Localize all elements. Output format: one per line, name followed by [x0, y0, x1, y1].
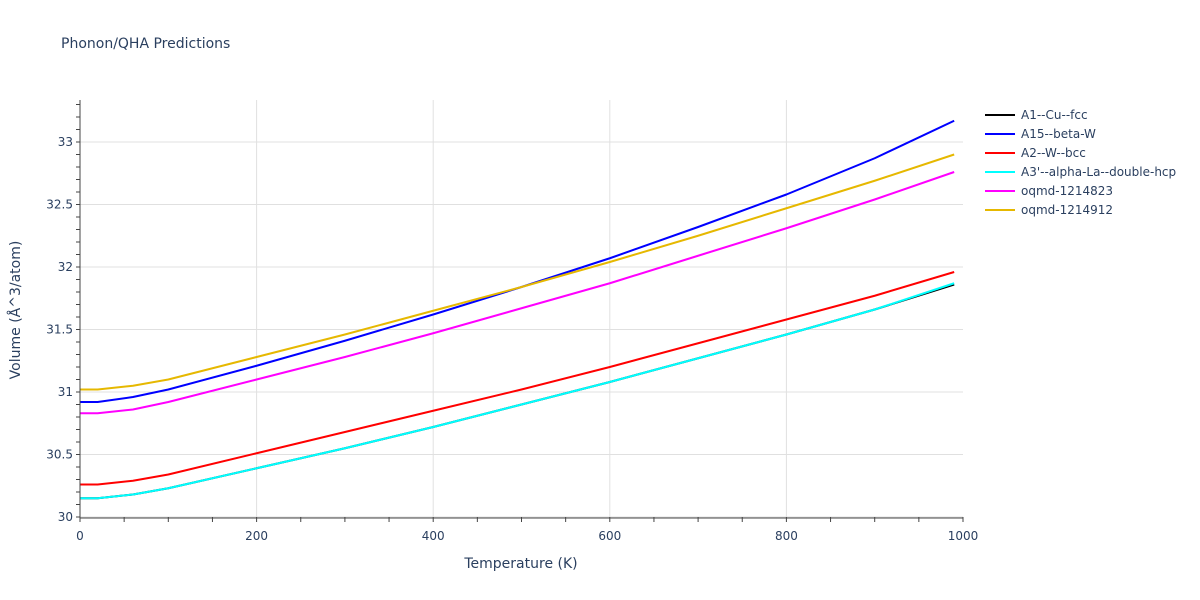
- x-tick-label: 1000: [948, 529, 979, 543]
- y-tick-label: 32: [58, 260, 73, 274]
- y-axis-title: Volume (Å^3/atom): [7, 241, 24, 380]
- y-tick-label: 31: [58, 385, 73, 399]
- legend-item[interactable]: A1--Cu--fcc: [985, 105, 1176, 124]
- y-tick-label: 33: [58, 135, 73, 149]
- legend-item[interactable]: oqmd-1214912: [985, 200, 1176, 219]
- axes: 0 200 400 600 800 1000 30 30.5 31 31.5 32 32.5 33: [46, 100, 978, 543]
- legend-label: oqmd-1214912: [1021, 202, 1114, 217]
- trace-4[interactable]: [80, 171, 955, 415]
- legend-label: A3'--alpha-La--double-hcp: [1021, 164, 1177, 179]
- legend-line-icon: [985, 189, 1015, 192]
- trace-1[interactable]: [80, 119, 955, 403]
- legend-line-icon: [985, 208, 1015, 211]
- legend-item[interactable]: A15--beta-W: [985, 124, 1176, 143]
- legend-item[interactable]: oqmd-1214823: [985, 181, 1176, 200]
- legend-label: A1--Cu--fcc: [1021, 107, 1088, 122]
- y-tick-label: 32.5: [46, 198, 73, 212]
- legend-label: A15--beta-W: [1021, 126, 1096, 141]
- trace-3[interactable]: [80, 282, 955, 500]
- legend-item[interactable]: A3'--alpha-La--double-hcp: [985, 162, 1176, 181]
- y-tick-label: 30.5: [46, 448, 73, 462]
- data-traces: [80, 119, 955, 500]
- x-axis-title: Temperature (K): [463, 556, 577, 572]
- x-tick-label: 600: [598, 529, 621, 543]
- x-tick-label: 0: [76, 529, 84, 543]
- chart-title: Phonon/QHA Predictions: [61, 36, 231, 52]
- x-tick-label: 400: [422, 529, 445, 543]
- x-tick-label: 200: [245, 529, 268, 543]
- legend-line-icon: [985, 151, 1015, 154]
- trace-2[interactable]: [80, 271, 955, 486]
- y-tick-label: 30: [58, 510, 73, 524]
- legend-line-icon: [985, 132, 1015, 135]
- legend-line-icon: [985, 170, 1015, 173]
- legend-line-icon: [985, 113, 1015, 116]
- legend-item[interactable]: A2--W--bcc: [985, 143, 1176, 162]
- legend: A1--Cu--fcc A15--beta-W A2--W--bcc A3'--alp…: [985, 105, 1176, 219]
- y-tick-label: 31.5: [46, 323, 73, 337]
- x-tick-label: 800: [775, 529, 798, 543]
- legend-label: oqmd-1214823: [1021, 183, 1114, 198]
- trace-5[interactable]: [80, 153, 955, 391]
- legend-label: A2--W--bcc: [1021, 145, 1086, 160]
